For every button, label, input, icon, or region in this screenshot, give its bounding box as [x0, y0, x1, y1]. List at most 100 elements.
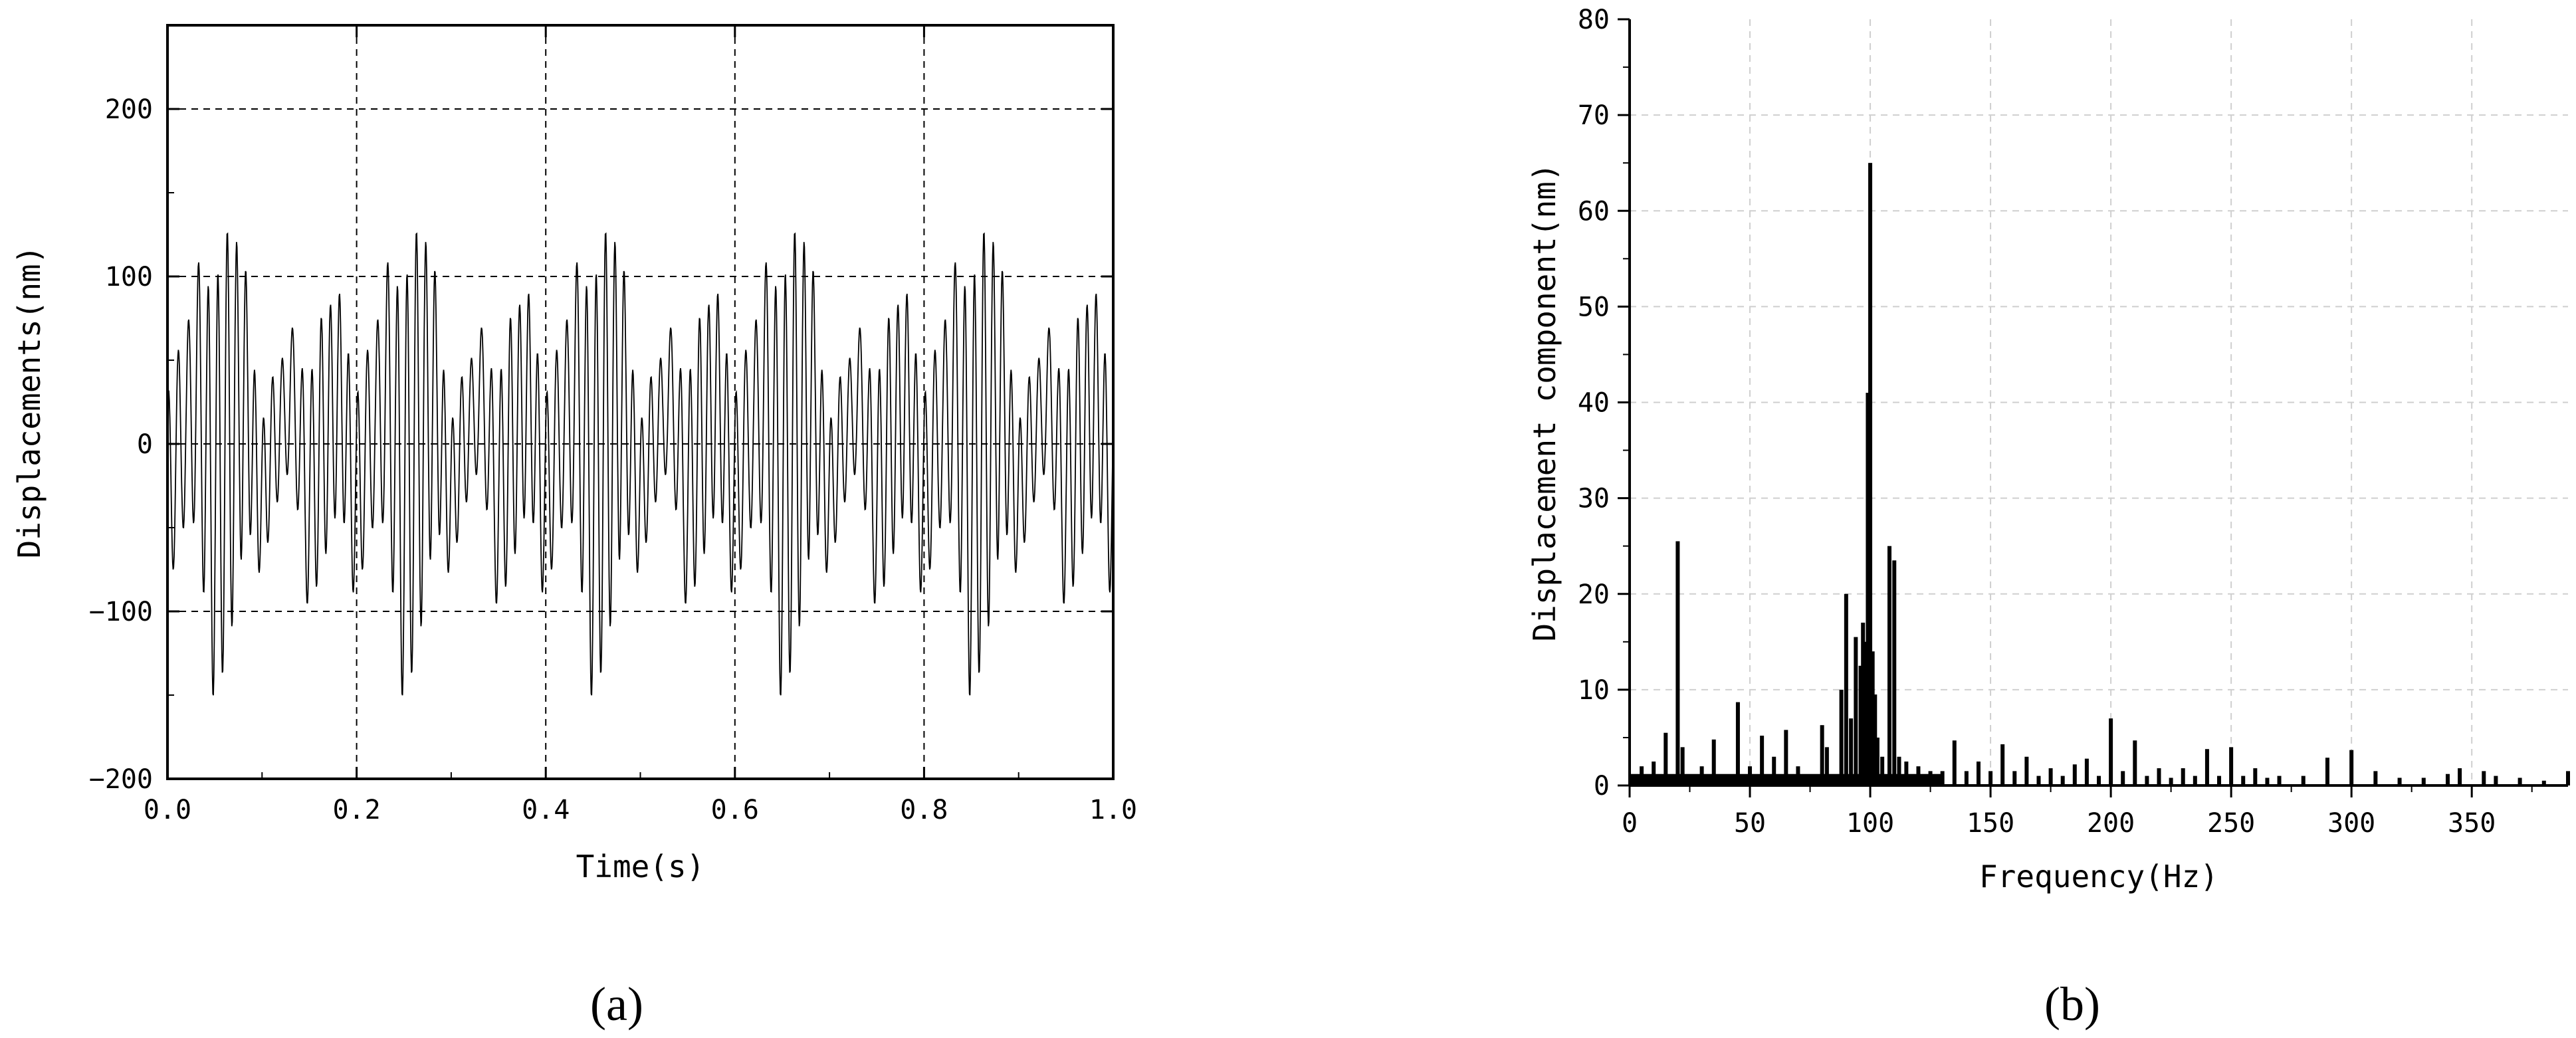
spectrum-bar: [2145, 776, 2149, 785]
y-tick-label: 20: [1578, 579, 1610, 610]
spectrum-bar: [2036, 776, 2041, 785]
spectrum-bar: [2157, 768, 2161, 785]
x-tick-label: 150: [1967, 808, 2014, 839]
spectrum-bar: [1904, 761, 1909, 785]
spectrum-bar: [1652, 761, 1656, 785]
spectrum-bar: [1854, 637, 1858, 785]
x-tick-label: 300: [2327, 808, 2375, 839]
spectrum-bar: [2048, 768, 2053, 785]
spectrum-bar: [1873, 694, 1878, 785]
x-tick-label: 0.6: [711, 795, 759, 825]
spectrum-bar: [1897, 756, 1901, 785]
spectrum-bar: [1784, 730, 1788, 785]
spectrum-bar: [1844, 593, 1848, 785]
spectrum-bar: [2265, 778, 2270, 785]
spectrum-bar: [1964, 771, 1969, 785]
x-tick-label: 0.4: [522, 795, 570, 825]
spectrum-bar: [1870, 651, 1875, 785]
x-tick-label: 0.0: [144, 795, 191, 825]
y-tick-label: 0: [137, 429, 153, 460]
spectrum-bar: [1866, 393, 1870, 785]
spectrum-bar: [1699, 766, 1704, 785]
spectrum-bar: [1820, 725, 1824, 785]
y-tick-label: 80: [1578, 5, 1610, 35]
spectrum-bar: [1952, 740, 1957, 785]
spectrum-bar: [1868, 163, 1873, 785]
x-axis-label: Frequency(Hz): [1979, 859, 2218, 894]
y-tick-label: 40: [1578, 388, 1610, 419]
y-tick-label: −100: [89, 597, 153, 627]
signal-line: [167, 232, 1114, 696]
y-axis-label: Displacements(nm): [11, 246, 47, 559]
spectrum-bar: [2121, 771, 2125, 785]
spectrum-bar: [1711, 739, 1716, 785]
spectrum-bar: [2012, 771, 2017, 785]
spectrum-bar: [2217, 776, 2222, 785]
x-tick-label: 350: [2448, 808, 2496, 839]
spectrum-bar: [1849, 718, 1854, 785]
panel-b-spectrum: 0 50 100 150 200 250 300 35080706050403020100Fr…: [1527, 5, 2570, 1031]
spectrum-bar: [2241, 776, 2246, 785]
spectrum-bar: [2373, 771, 2378, 785]
spectrum-bar: [1928, 771, 1933, 785]
spectrum-bar: [2169, 778, 2173, 785]
y-tick-label: 30: [1578, 484, 1610, 514]
spectrum-bar: [2084, 758, 2089, 785]
spectrum-bar: [1861, 622, 1866, 785]
x-tick-label: 0: [1622, 808, 1638, 839]
spectrum-bar: [1880, 756, 1885, 785]
spectrum-bar: [2060, 776, 2065, 785]
spectrum-bar: [2181, 768, 2185, 785]
spectrum-bar: [2494, 776, 2498, 785]
spectrum-bar: [2277, 776, 2282, 785]
y-tick-label: 60: [1578, 196, 1610, 227]
spectrum-bar: [1892, 560, 1897, 785]
spectrum-bar: [1858, 665, 1863, 785]
x-tick-label: 0.2: [332, 795, 380, 825]
plot-frame: [166, 24, 1115, 780]
spectrum-bar: [1976, 761, 1981, 785]
spectrum-bar: [2109, 718, 2113, 785]
x-tick-label: 0.8: [900, 795, 948, 825]
spectrum-bar: [2482, 771, 2486, 785]
panel-label-b: (b): [2044, 978, 2100, 1031]
spectrum-bar: [2024, 756, 2029, 785]
spectrum-bar: [2518, 778, 2522, 785]
spectrum-bar: [1839, 689, 1844, 785]
spectrum-bar: [1680, 747, 1685, 785]
x-axis-label: Time(s): [576, 849, 705, 884]
spectrum-bar: [2097, 776, 2101, 785]
spectrum-bar: [2253, 768, 2258, 785]
spectrum-bar: [2566, 771, 2570, 785]
spectrum-bar: [1760, 736, 1765, 785]
spectrum-bar: [2072, 764, 2077, 785]
spectrum-bar: [1664, 732, 1668, 785]
spectrum-bar: [1887, 546, 1892, 785]
y-tick-label: 0: [1594, 771, 1610, 801]
spectrum-bar: [2229, 747, 2234, 785]
panel-a-time-signal: 0.0 0.2 0.4 0.6 0.8 1.0 200 100 0 −100 −200 Time(s)…: [11, 24, 1137, 1031]
spectrum-bar: [1824, 747, 1829, 785]
spectrum-bar: [1863, 641, 1868, 785]
spectrum-bar: [2349, 750, 2354, 785]
y-tick-label: 100: [105, 262, 153, 292]
x-tick-label: 250: [2207, 808, 2255, 839]
y-tick-label: 10: [1578, 675, 1610, 706]
spectrum-bar: [1940, 771, 1945, 785]
y-tick-label: −200: [89, 764, 153, 795]
spectrum-bar: [2541, 780, 2546, 785]
x-tick-label: 200: [2087, 808, 2135, 839]
y-tick-label: 200: [105, 94, 153, 125]
spectrum-bar: [1748, 766, 1753, 785]
y-tick-label: 50: [1578, 292, 1610, 322]
spectrum-bar: [1675, 541, 1680, 785]
spectrum-bar: [1916, 766, 1921, 785]
spectrum-bar: [1735, 702, 1740, 785]
spectrum-bar: [1988, 771, 1993, 785]
spectrum-bar: [2000, 744, 2005, 785]
y-axis-label: Displacement component(nm): [1527, 163, 1562, 641]
spectrum-bar: [2397, 778, 2402, 785]
spectrum-bar: [1875, 737, 1879, 785]
